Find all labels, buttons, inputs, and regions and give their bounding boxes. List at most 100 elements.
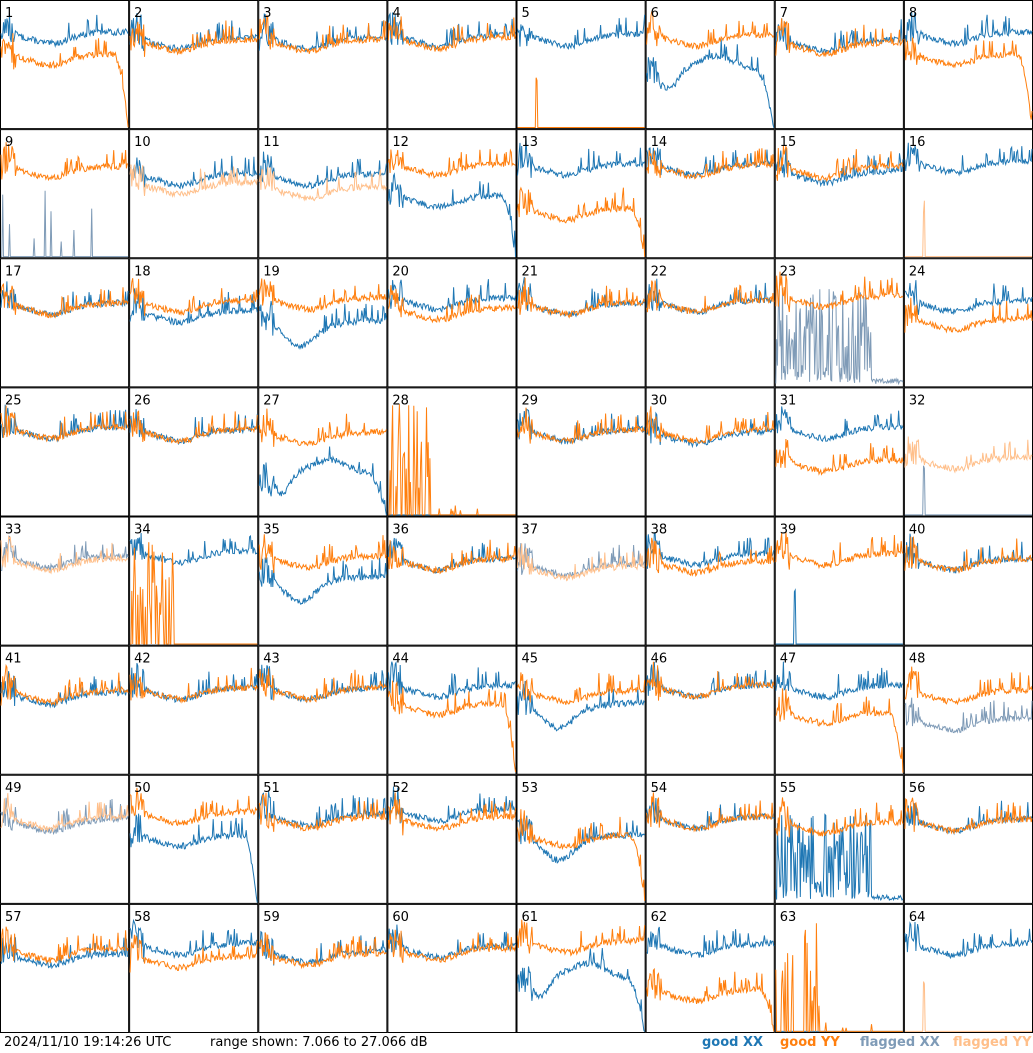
- series-xx: [517, 138, 646, 179]
- panel-frame: [129, 387, 259, 517]
- panel-frame: [516, 258, 646, 388]
- panel-label: 23: [780, 264, 797, 279]
- series-xx: [775, 288, 904, 386]
- panel-label: 36: [392, 523, 409, 538]
- panel-label: 34: [134, 523, 151, 538]
- panel-frame: [645, 258, 775, 388]
- series-yy: [775, 145, 904, 183]
- series-yy: [387, 680, 516, 772]
- panel-50: 50: [129, 774, 259, 904]
- series-yy: [517, 407, 645, 445]
- series-yy: [646, 967, 775, 1032]
- panel-60: 60: [387, 903, 517, 1033]
- series-yy: [904, 797, 1033, 835]
- panel-56: 56: [903, 774, 1033, 904]
- series-xx: [0, 13, 129, 48]
- series-yy: [646, 406, 775, 444]
- panel-label: 45: [522, 652, 539, 667]
- panel-label: 44: [392, 652, 409, 667]
- panel-45: 45: [516, 645, 646, 775]
- panel-37: 37: [516, 516, 646, 646]
- panel-frame: [258, 129, 388, 259]
- series-yy: [258, 932, 387, 970]
- panel-label: 12: [392, 135, 409, 150]
- series-yy: [646, 792, 774, 833]
- panel-43: 43: [258, 645, 388, 775]
- panel-label: 54: [651, 781, 668, 796]
- panel-frame: [774, 0, 904, 130]
- panel-label: 42: [134, 652, 151, 667]
- panel-63: 63: [774, 903, 904, 1033]
- series-xx: [258, 446, 387, 516]
- series-yy: [775, 531, 904, 570]
- panel-label: 6: [651, 6, 659, 21]
- series-xx: [904, 921, 1033, 960]
- panel-59: 59: [258, 903, 388, 1033]
- panel-frame: [129, 129, 259, 259]
- panel-label: 10: [134, 135, 151, 150]
- panel-30: 30: [645, 387, 775, 517]
- panel-48: 48: [903, 645, 1033, 775]
- panel-14: 14: [645, 129, 775, 259]
- panel-label: 14: [651, 135, 668, 150]
- panel-label: 40: [909, 523, 926, 538]
- panel-label: 27: [263, 393, 280, 408]
- panel-47: 47: [774, 645, 904, 775]
- series-yy: [904, 37, 1033, 120]
- panel-33: 33: [0, 516, 130, 646]
- panel-51: 51: [258, 774, 388, 904]
- series-yy: [258, 792, 387, 832]
- series-yy: [775, 688, 904, 773]
- panel-frame: [0, 258, 130, 388]
- panel-31: 31: [774, 387, 904, 517]
- panel-label: 52: [392, 781, 409, 796]
- series-xx: [904, 142, 1033, 177]
- series-yy: [0, 283, 129, 319]
- series-yy: [130, 542, 258, 645]
- series-yy: [904, 981, 1032, 1032]
- footer: 2024/11/10 19:14:26 UTC range shown: 7.0…: [0, 1033, 1033, 1053]
- panel-1: 1: [0, 0, 130, 130]
- panel-frame: [0, 774, 130, 904]
- panel-label: 21: [522, 264, 539, 279]
- series-yy: [0, 926, 129, 965]
- series-xx: [775, 406, 904, 443]
- panel-3: 3: [258, 0, 388, 130]
- series-yy: [258, 668, 387, 703]
- panel-label: 63: [780, 910, 797, 925]
- panel-label: 38: [651, 523, 668, 538]
- panel-64: 64: [903, 903, 1033, 1033]
- panel-label: 61: [522, 910, 539, 925]
- panel-frame: [645, 0, 775, 130]
- series-xx: [387, 172, 516, 257]
- series-xx: [387, 786, 516, 825]
- panel-frame: [903, 129, 1033, 259]
- panel-label: 11: [263, 135, 280, 150]
- panel-29: 29: [516, 387, 646, 517]
- series-xx: [775, 588, 903, 645]
- panel-frame: [903, 903, 1033, 1033]
- series-yy: [775, 797, 904, 838]
- panel-label: 47: [780, 652, 797, 667]
- panel-label: 62: [651, 910, 668, 925]
- panel-frame: [516, 516, 646, 646]
- panel-36: 36: [387, 516, 517, 646]
- panel-frame: [903, 0, 1033, 130]
- panel-28: 28: [387, 387, 517, 517]
- series-xx: [387, 660, 516, 701]
- panel-34: 34: [129, 516, 259, 646]
- panel-35: 35: [258, 516, 388, 646]
- panel-26: 26: [129, 387, 259, 517]
- series-xx: [258, 557, 387, 606]
- panel-label: 5: [522, 6, 530, 21]
- panel-label: 60: [392, 910, 409, 925]
- legend-flagged-yy: flagged YY: [953, 1035, 1032, 1050]
- panel-label: 58: [134, 910, 151, 925]
- panel-label: 20: [392, 264, 409, 279]
- panel-frame: [387, 645, 517, 775]
- panel-2: 2: [129, 0, 259, 130]
- panel-frame: [258, 774, 388, 904]
- series-xx: [646, 926, 775, 959]
- panel-label: 56: [909, 781, 926, 796]
- series-xx: [904, 12, 1033, 48]
